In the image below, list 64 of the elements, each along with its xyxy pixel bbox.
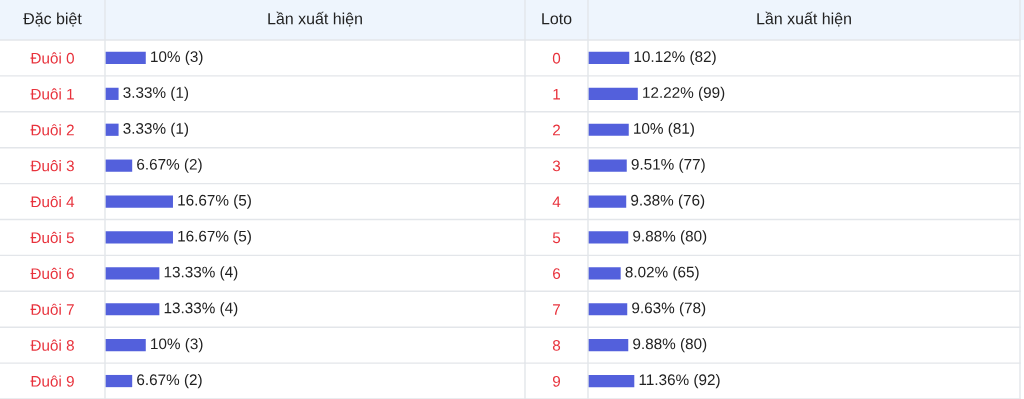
bar: [105, 303, 160, 316]
y-tick-label: 3: [552, 160, 561, 172]
bar: [588, 231, 629, 244]
bar: [105, 374, 133, 388]
data-label: 9.88% (80): [633, 230, 707, 245]
data-label: 11.36% (92): [639, 373, 720, 389]
bar: [105, 339, 146, 352]
bar: [588, 303, 628, 316]
data-label: 10.12% (82): [634, 50, 716, 66]
y-tick-label: 4: [552, 196, 561, 208]
y-tick-label: Đuôi 0: [30, 52, 74, 64]
y-tick-label: 2: [553, 124, 560, 136]
bar: [588, 123, 629, 136]
y-tick-label: Đuôi 5: [30, 231, 74, 244]
data-label: 13.33% (4): [164, 266, 238, 281]
bar: [588, 195, 627, 208]
bar: [588, 374, 635, 388]
bar: [105, 231, 173, 244]
y-tick-label: 7: [553, 304, 560, 315]
bar: [588, 339, 629, 352]
y-tick-label: Đuôi 8: [30, 339, 74, 351]
y-tick-label: Đuôi 4: [30, 195, 75, 208]
bar: [588, 159, 627, 172]
data-label: 9.88% (80): [633, 338, 707, 353]
data-label: 9.51% (77): [631, 158, 705, 173]
bar: [105, 123, 119, 136]
y-axis-title: Đặc biệt: [23, 12, 82, 27]
bar: [105, 267, 160, 280]
chart-title: Lần xuất hiện: [268, 11, 362, 27]
bar: [105, 159, 133, 172]
data-label: 9.38% (76): [631, 194, 705, 209]
data-label: 12.22% (99): [643, 86, 725, 101]
y-tick-label: Đuôi 7: [30, 303, 74, 315]
bar: [105, 195, 173, 208]
data-label: 3.33% (1): [123, 86, 189, 101]
data-label: 9.63% (78): [632, 302, 706, 317]
data-label: 10% (3): [151, 338, 203, 353]
y-tick-label: 9: [552, 375, 561, 387]
y-tick-label: Đuôi 9: [30, 375, 74, 387]
y-tick-label: Đuôi 6: [30, 267, 74, 280]
y-tick-label: Đuôi 2: [30, 124, 74, 136]
data-label: 6.67% (2): [137, 373, 202, 389]
y-tick-label: 5: [552, 232, 561, 244]
y-tick-label: 6: [553, 268, 561, 280]
data-label: 13.33% (4): [164, 302, 238, 317]
bar: [588, 87, 638, 100]
data-label: 10% (81): [634, 122, 694, 137]
y-tick-label: Đuôi 3: [30, 160, 74, 172]
y-axis-title: Loto: [542, 13, 572, 25]
y-tick-label: 8: [552, 340, 561, 351]
data-label: 3.33% (1): [123, 122, 189, 137]
data-label: 6.67% (2): [137, 158, 202, 173]
data-label: 8.02% (65): [625, 266, 699, 281]
data-label: 16.67% (5): [178, 230, 251, 245]
bar: [588, 267, 621, 280]
y-tick-label: 0: [552, 52, 561, 64]
y-tick-label: 1: [553, 88, 560, 100]
bar: [105, 51, 146, 65]
y-tick-label: Đuôi 1: [30, 88, 74, 100]
bar: [105, 87, 119, 100]
data-label: 10% (3): [151, 50, 203, 66]
chart-title: Lần xuất hiện: [757, 11, 851, 27]
data-label: 16.67% (5): [178, 194, 251, 209]
bar: [588, 51, 630, 65]
